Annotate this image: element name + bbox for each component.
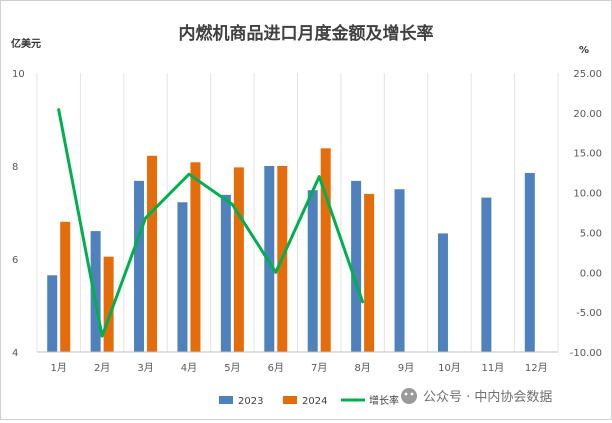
- y-right-tick-label: -10.00: [570, 348, 602, 359]
- legend: 2023 2024 增长率: [219, 394, 399, 407]
- bar-2024: [103, 256, 114, 352]
- x-tick-label: 4月: [181, 362, 197, 374]
- bar-2023: [524, 172, 535, 352]
- axes-group: 4 6 8 10 -10.00 -5.00 0.00 5.00 10.00 15.00 20.00 2…: [12, 69, 602, 374]
- bar-2024: [233, 167, 244, 352]
- y-right-unit: %: [579, 45, 589, 56]
- bars-group: [47, 148, 535, 352]
- legend-swatch-2023: [219, 396, 233, 404]
- x-tick-label: 5月: [224, 362, 240, 374]
- wechat-icon: [401, 388, 417, 404]
- legend-label-2023: 2023: [238, 396, 263, 407]
- y-right-tick-label: 0.00: [580, 268, 602, 279]
- bar-2023: [47, 275, 58, 352]
- y-left-tick-label: 4: [12, 348, 18, 359]
- y-right-tick-label: -5.00: [576, 308, 602, 319]
- bar-2023: [481, 197, 492, 352]
- gridlines: [36, 73, 559, 352]
- y-right-tick-label: 20.00: [573, 109, 602, 120]
- x-tick-label: 7月: [311, 362, 327, 374]
- bar-2024: [364, 193, 375, 352]
- bar-2023: [220, 194, 231, 352]
- growth-line-group: [57, 108, 365, 338]
- x-tick-label: 9月: [398, 362, 414, 374]
- y-right-tick-label: 5.00: [580, 228, 602, 239]
- y-left-tick-label: 8: [12, 162, 18, 173]
- bar-2023: [394, 189, 405, 352]
- x-tick-label: 3月: [137, 362, 153, 374]
- y-right-tick-label: 10.00: [573, 189, 602, 200]
- bar-2024: [190, 162, 201, 352]
- bar-2024: [60, 221, 71, 352]
- bar-2023: [90, 231, 101, 352]
- bar-2024: [320, 148, 331, 352]
- x-tick-label: 1月: [51, 362, 67, 374]
- watermark: 公众号 · 中内协会数据: [401, 388, 552, 405]
- chart-title: 内燃机商品进口月度金额及增长率: [179, 23, 434, 44]
- bar-2024: [147, 155, 158, 352]
- x-tick-label: 8月: [354, 362, 370, 374]
- x-tick-label: 11月: [482, 362, 505, 374]
- y-left-tick-label: 6: [12, 255, 18, 266]
- x-tick-label: 10月: [438, 362, 461, 374]
- y-left-unit: 亿美元: [11, 37, 41, 50]
- x-tick-label: 6月: [268, 362, 284, 374]
- watermark-text: 公众号 · 中内协会数据: [423, 389, 552, 405]
- bar-2023: [351, 180, 362, 352]
- bar-2023: [177, 202, 188, 352]
- bar-2023: [437, 233, 448, 352]
- legend-label-2024: 2024: [302, 396, 327, 407]
- y-right-tick-label: 15.00: [573, 149, 602, 160]
- bar-2023: [307, 190, 318, 352]
- legend-swatch-2024: [283, 396, 297, 404]
- bar-2023: [134, 180, 145, 352]
- growth-rate-line: [57, 108, 365, 338]
- x-tick-label: 12月: [525, 362, 548, 374]
- y-left-tick-label: 10: [12, 69, 25, 80]
- y-right-tick-label: 25.00: [573, 69, 602, 80]
- legend-label-growth: 增长率: [369, 394, 399, 407]
- x-tick-label: 2月: [94, 362, 110, 374]
- bar-2023: [264, 166, 275, 352]
